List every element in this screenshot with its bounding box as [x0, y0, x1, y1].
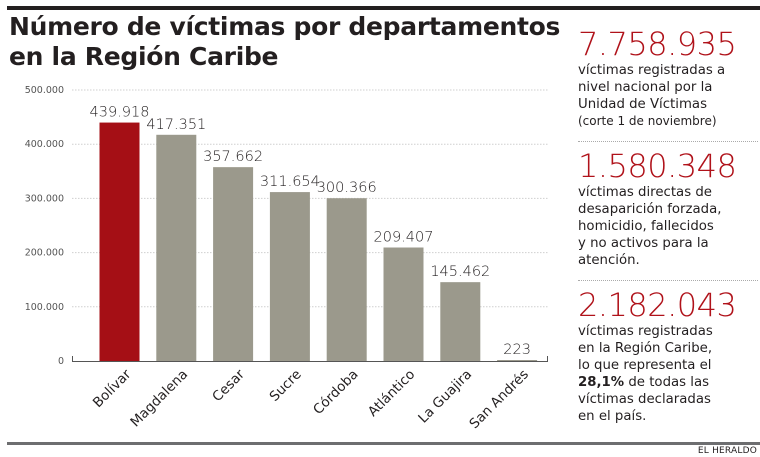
bar: [497, 360, 538, 361]
stat-direct-text: víctimas directas de desaparición forzad…: [578, 184, 760, 269]
x-axis: [72, 356, 548, 362]
x-tick-label: Córdoba: [310, 367, 361, 418]
y-tick-label: 400.000: [25, 139, 64, 150]
x-tick-label: Cesar: [209, 366, 248, 405]
y-tick-label: 100.000: [25, 302, 64, 313]
bar: [326, 198, 367, 361]
bar: [213, 167, 254, 361]
stat-text-line: víctimas declaradas: [578, 392, 711, 407]
divider: [578, 141, 758, 142]
stat-percentage: 28,1%: [578, 375, 625, 390]
stat-text-line: desaparición forzada,: [578, 202, 722, 217]
stat-text-line: nivel nacional por la: [578, 80, 713, 95]
x-tick-label: Bolívar: [90, 366, 135, 411]
bar: [440, 282, 481, 361]
stat-text-line: y no activos para la: [578, 236, 709, 251]
value-label: 145.462: [430, 264, 490, 280]
y-tick-label: 500.000: [25, 85, 64, 96]
stat-direct: 1.580.348 víctimas directas de desaparic…: [578, 148, 760, 276]
stat-national: 7.758.935 víctimas registradas a nivel n…: [578, 26, 760, 137]
value-label: 300.366: [317, 180, 377, 196]
bar: [269, 192, 310, 361]
value-label: 223: [503, 342, 531, 358]
chart-title: Número de víctimas por departamentos en …: [9, 12, 561, 71]
bars: [99, 122, 538, 361]
value-label: 357.662: [203, 149, 263, 165]
stat-text-line: lo que representa el: [578, 358, 712, 373]
stat-caribe-text: víctimas registradas en la Región Caribe…: [578, 323, 760, 425]
stats-sidebar: 7.758.935 víctimas registradas a nivel n…: [578, 26, 760, 432]
stat-text-line: homicidio, fallecidos: [578, 219, 714, 234]
y-tick-label: 200.000: [25, 248, 64, 259]
x-tick-label: Magdalena: [127, 367, 191, 431]
bar: [383, 247, 424, 361]
stat-text-line: víctimas registradas a: [578, 63, 726, 78]
stat-text-line: Unidad de Víctimas: [578, 97, 707, 112]
source-credit: EL HERALDO: [697, 446, 757, 456]
stat-text-line: atención.: [578, 253, 640, 268]
value-label: 417.351: [146, 117, 206, 133]
stat-text-line: en el país.: [578, 409, 647, 424]
stat-note: (corte 1 de noviembre): [578, 114, 717, 128]
stat-direct-number: 1.580.348: [578, 147, 737, 185]
y-axis-ticks: 0 100.000 200.000 300.000 400.000 500.000: [25, 85, 64, 367]
bar: [99, 122, 140, 361]
x-tick-label: Sucre: [266, 367, 304, 405]
stat-national-number: 7.758.935: [578, 25, 737, 63]
bar: [156, 134, 197, 361]
stat-text-line: en la Región Caribe,: [578, 341, 713, 356]
grid-lines: [72, 89, 548, 308]
stat-text-line: víctimas registradas: [578, 324, 713, 339]
value-label: 311.654: [260, 174, 320, 190]
divider: [578, 280, 758, 281]
stat-caribe-number: 2.182.043: [578, 286, 737, 324]
y-tick-label: 0: [58, 356, 64, 367]
stat-text-fragment: de todas las: [624, 375, 710, 390]
y-tick-label: 300.000: [25, 193, 64, 204]
stat-text-line: víctimas directas de: [578, 185, 712, 200]
stat-national-text: víctimas registradas a nivel nacional po…: [578, 62, 760, 130]
value-label: 209.407: [374, 230, 434, 246]
bar-chart: 0 100.000 200.000 300.000 400.000 500.000 439…: [25, 85, 548, 432]
x-tick-label: La Guajira: [415, 367, 475, 427]
x-tick-label: Atlántico: [365, 367, 418, 420]
stat-caribe: 2.182.043 víctimas registradas en la Reg…: [578, 287, 760, 432]
value-label: 439.918: [90, 105, 150, 121]
bottom-rule: [7, 442, 760, 445]
top-rule: [7, 6, 760, 10]
stat-text-line: 28,1% de todas las: [578, 374, 760, 391]
x-tick-label: San Andrés: [466, 367, 532, 433]
